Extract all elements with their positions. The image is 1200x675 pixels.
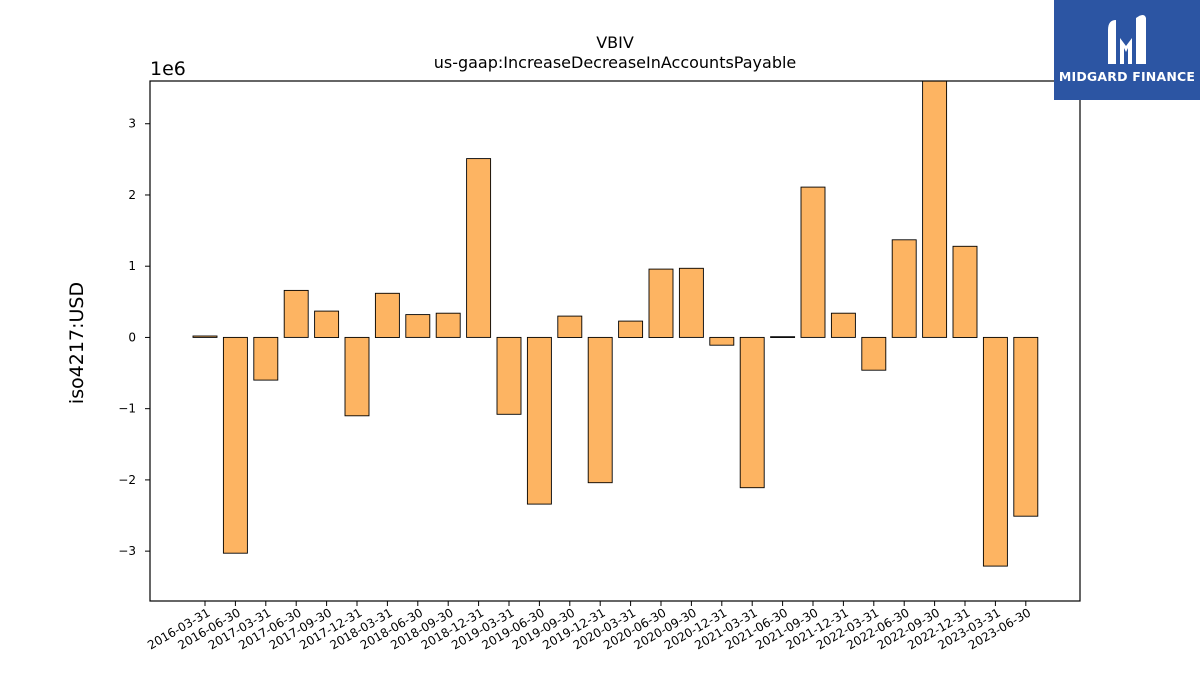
y-axis-label: iso4217:USD (66, 282, 88, 404)
bar-2018-12-31 (466, 158, 492, 338)
y-axis-ticks: −3 −2 −1 0 1 2 3 (118, 117, 150, 558)
bar-2017-12-31 (344, 336, 370, 417)
bars-group (192, 80, 1039, 567)
y-tick-label: 3 (128, 117, 136, 131)
y-scale-label: 1e6 (150, 58, 186, 80)
y-tick-label: −3 (118, 544, 136, 558)
bar-2022-09-30 (922, 80, 948, 338)
y-tick-label: −2 (118, 473, 136, 487)
bar-2017-09-30 (314, 310, 340, 338)
chart-title: VBIV (596, 33, 634, 52)
bar-2019-09-30 (557, 315, 583, 338)
bar-2022-12-31 (952, 245, 978, 338)
bar-2019-03-31 (496, 336, 522, 415)
y-tick-label: 1 (128, 259, 136, 273)
bar-2022-03-31 (861, 336, 887, 371)
logo-mark-icon (1108, 15, 1146, 64)
plot-frame (149, 80, 1081, 602)
bar-2021-03-31 (739, 336, 765, 489)
bar-2017-06-30 (283, 289, 309, 338)
midgard-finance-logo: MIDGARD FINANCE (1054, 0, 1200, 100)
bar-2021-12-31 (830, 312, 856, 338)
bar-2019-06-30 (526, 336, 552, 505)
bar-2020-03-31 (618, 320, 644, 338)
y-tick-label: 0 (128, 330, 136, 344)
chart-subtitle: us-gaap:IncreaseDecreaseInAccountsPayabl… (434, 53, 797, 72)
bar-2020-09-30 (678, 267, 704, 338)
y-tick-label: 2 (128, 188, 136, 202)
bar-2021-09-30 (800, 186, 826, 338)
bar-2017-03-31 (253, 336, 279, 381)
logo-text: MIDGARD FINANCE (1058, 69, 1196, 84)
bar-2018-09-30 (435, 312, 461, 338)
bar-2022-06-30 (891, 239, 917, 338)
bar-2016-03-31 (192, 335, 218, 338)
bar-2020-06-30 (648, 268, 674, 338)
bar-2021-06-30 (770, 336, 796, 338)
bar-2016-06-30 (222, 336, 248, 554)
bar-2019-12-31 (587, 336, 613, 484)
bar-2020-12-31 (709, 336, 735, 346)
bar-2023-03-31 (982, 336, 1008, 567)
bar-2023-06-30 (1013, 336, 1039, 517)
x-axis-ticks: 2016-03-312016-06-302017-03-312017-06-30… (145, 601, 1033, 652)
y-tick-label: −1 (118, 402, 136, 416)
bar-2018-03-31 (374, 292, 400, 338)
bar-2018-06-30 (405, 314, 431, 338)
